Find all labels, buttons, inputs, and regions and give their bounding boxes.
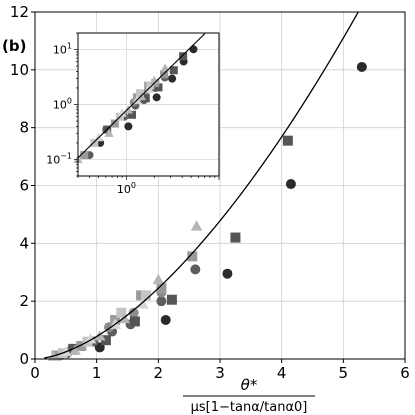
x-tick-label: 2 bbox=[154, 364, 164, 382]
inset-data-point bbox=[141, 94, 150, 103]
inset-data-point bbox=[146, 81, 155, 90]
inset-y-tick-label: 100 bbox=[53, 97, 72, 112]
inset-plot: 100 10−1 100 101 bbox=[46, 32, 220, 196]
data-point bbox=[166, 294, 177, 305]
inset-ticks: 100 10−1 100 101 bbox=[46, 32, 220, 196]
inset-data-point bbox=[128, 110, 137, 119]
data-point bbox=[84, 333, 97, 344]
inset-data-point bbox=[169, 66, 178, 75]
inset-data-point bbox=[149, 75, 159, 85]
data-point bbox=[356, 61, 367, 72]
x-tick-label: 1 bbox=[92, 364, 102, 382]
data-point bbox=[282, 135, 293, 146]
inset-data-point bbox=[110, 119, 119, 128]
data-point bbox=[222, 268, 233, 279]
x-tick-label: 3 bbox=[215, 364, 225, 382]
y-tick-label: 6 bbox=[19, 177, 29, 195]
panel-label: (b) bbox=[2, 37, 26, 55]
data-point bbox=[116, 307, 127, 318]
data-point bbox=[69, 344, 81, 355]
data-point bbox=[285, 179, 296, 190]
inset-data-point bbox=[168, 74, 177, 83]
inset-data-point bbox=[135, 89, 144, 98]
y-tick-label: 4 bbox=[19, 234, 29, 252]
x-tick-label: 6 bbox=[400, 364, 410, 382]
inset-data-point bbox=[104, 128, 114, 137]
x-axis-label-numerator: θ* bbox=[241, 376, 258, 394]
inset-data-point bbox=[90, 138, 99, 147]
inset-x-tick-label: 100 bbox=[117, 181, 136, 196]
inset-data-point bbox=[80, 151, 89, 160]
data-point bbox=[190, 220, 203, 231]
main-fit-curve bbox=[44, 11, 359, 359]
y-tick-label: 10 bbox=[10, 61, 29, 79]
x-tick-label: 0 bbox=[30, 364, 40, 382]
x-tick-label: 4 bbox=[277, 364, 287, 382]
data-point bbox=[156, 296, 167, 307]
data-point bbox=[128, 307, 139, 318]
x-axis-label-denominator: μs[1−tanα/tanα0] bbox=[191, 400, 308, 415]
x-tick-label: 5 bbox=[339, 364, 349, 382]
y-tick-label: 0 bbox=[19, 350, 29, 368]
y-tick-label: 8 bbox=[19, 119, 29, 137]
inset-data-point bbox=[124, 122, 133, 131]
data-point bbox=[190, 264, 201, 275]
data-point bbox=[100, 335, 111, 346]
x-axis-label: θ* μs[1−tanα/tanα0] bbox=[183, 376, 315, 415]
data-point bbox=[230, 232, 241, 243]
data-point bbox=[156, 283, 167, 294]
data-point bbox=[76, 340, 87, 351]
y-tick-label: 2 bbox=[19, 292, 29, 310]
inset-data-point bbox=[154, 83, 163, 92]
y-tick-label: 12 bbox=[10, 3, 29, 21]
inset-y-tick-label: 10−1 bbox=[46, 151, 72, 166]
inset-data-point bbox=[117, 108, 127, 117]
inset-fit-curve bbox=[77, 33, 206, 159]
inset-data-point bbox=[152, 93, 161, 102]
data-point bbox=[152, 273, 165, 285]
inset-data-point bbox=[189, 45, 198, 54]
data-point bbox=[129, 316, 140, 327]
data-point bbox=[160, 314, 171, 325]
inset-data-point bbox=[179, 52, 188, 61]
data-point bbox=[187, 251, 198, 262]
data-point bbox=[141, 290, 151, 301]
inset-y-tick-label: 101 bbox=[53, 42, 72, 57]
data-point bbox=[137, 298, 149, 309]
